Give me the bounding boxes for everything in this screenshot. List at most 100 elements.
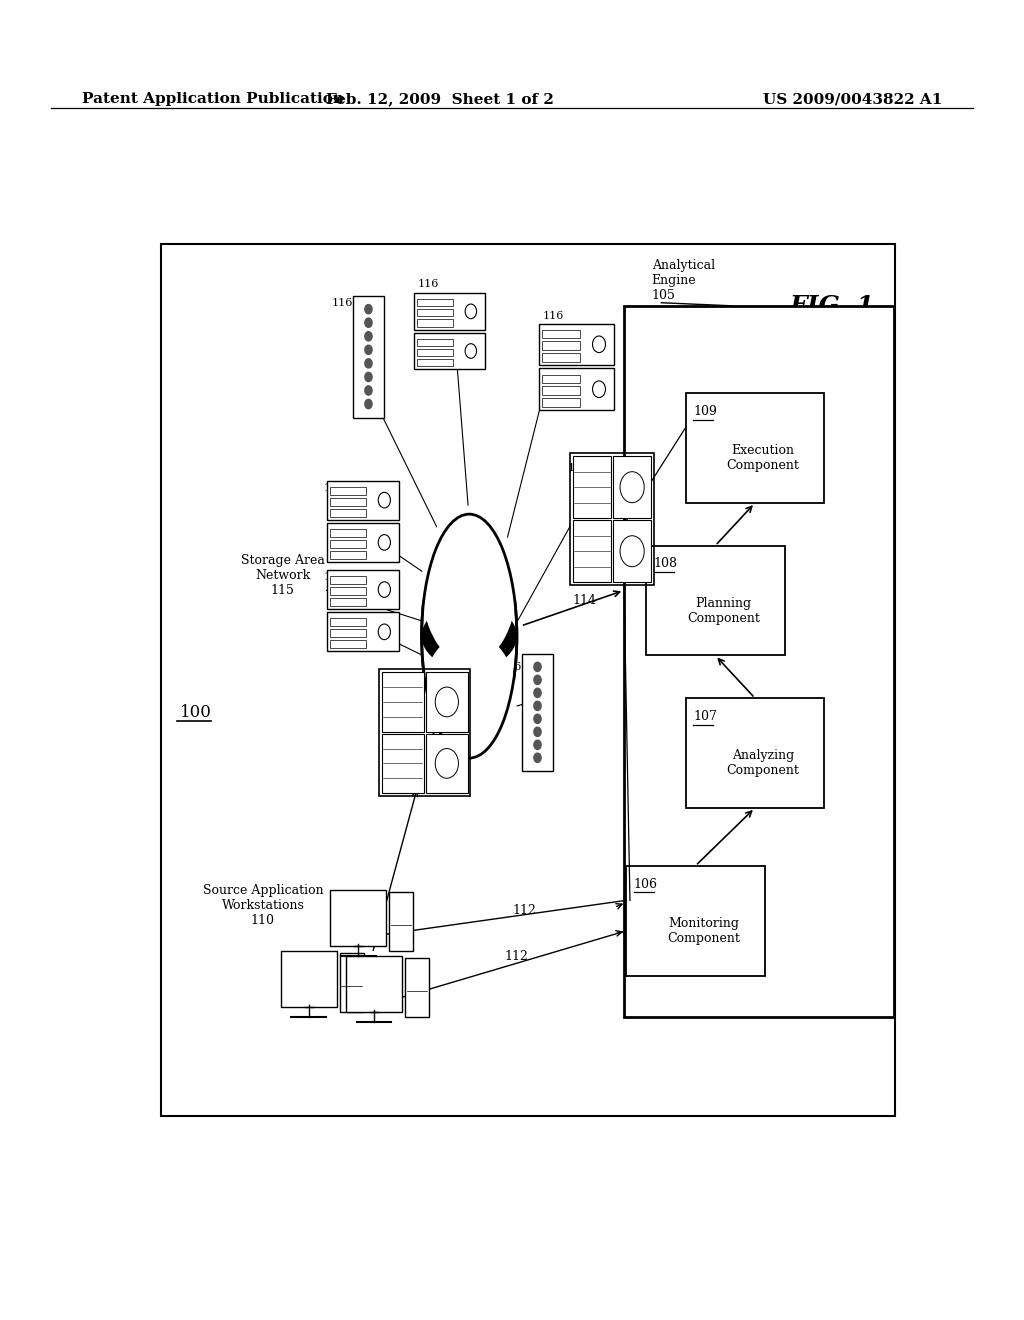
Bar xyxy=(331,890,386,946)
Bar xyxy=(426,734,468,793)
Text: Source Application
Workstations
110: Source Application Workstations 110 xyxy=(203,884,324,927)
Bar xyxy=(542,399,581,407)
Text: 116: 116 xyxy=(324,572,345,582)
Bar xyxy=(331,529,367,537)
Text: Analytical
Engine
105: Analytical Engine 105 xyxy=(652,259,715,302)
Bar xyxy=(328,570,398,609)
Bar xyxy=(613,457,651,519)
Bar xyxy=(331,508,367,516)
Ellipse shape xyxy=(422,506,517,664)
Circle shape xyxy=(621,471,644,503)
Text: FIG. 1: FIG. 1 xyxy=(790,294,873,318)
Bar xyxy=(389,892,413,952)
Bar xyxy=(542,375,581,383)
Text: Storage Area
Network
115: Storage Area Network 115 xyxy=(241,553,325,597)
Bar xyxy=(539,323,614,366)
Circle shape xyxy=(378,582,390,598)
Bar xyxy=(417,348,453,356)
Circle shape xyxy=(378,492,390,508)
Text: Planning
Component: Planning Component xyxy=(687,597,760,624)
Bar xyxy=(328,480,398,520)
Circle shape xyxy=(534,741,541,750)
Bar xyxy=(542,342,581,350)
Bar xyxy=(414,293,485,330)
Text: 116: 116 xyxy=(332,298,353,308)
Circle shape xyxy=(365,400,372,409)
Circle shape xyxy=(365,305,372,314)
Circle shape xyxy=(365,359,372,368)
Bar xyxy=(522,653,553,771)
Bar xyxy=(417,339,453,346)
Text: 116: 116 xyxy=(567,463,589,474)
Bar xyxy=(613,520,651,582)
Bar xyxy=(328,612,398,651)
Bar xyxy=(570,453,653,585)
Circle shape xyxy=(534,676,541,685)
Bar xyxy=(414,333,485,370)
Circle shape xyxy=(465,304,476,318)
Circle shape xyxy=(365,372,372,381)
Text: Monitoring
Component: Monitoring Component xyxy=(667,917,739,945)
Ellipse shape xyxy=(422,632,517,767)
Bar xyxy=(331,498,367,506)
Text: 116: 116 xyxy=(324,483,345,492)
Bar xyxy=(542,330,581,338)
Bar xyxy=(539,368,614,411)
Bar xyxy=(331,540,367,548)
Bar xyxy=(331,487,367,495)
Bar xyxy=(353,296,384,417)
Text: 106: 106 xyxy=(634,878,657,891)
Bar xyxy=(417,309,453,317)
Text: 111
I/O: 111 I/O xyxy=(454,709,477,737)
Circle shape xyxy=(365,346,372,355)
Circle shape xyxy=(365,318,372,327)
Text: Patent Application Publication: Patent Application Publication xyxy=(82,92,344,107)
Circle shape xyxy=(365,385,372,395)
Text: 116: 116 xyxy=(382,700,403,710)
Text: US 2009/0043822 A1: US 2009/0043822 A1 xyxy=(763,92,942,107)
Bar xyxy=(331,619,367,627)
Circle shape xyxy=(534,727,541,737)
Bar xyxy=(626,866,765,975)
Text: Execution
Component: Execution Component xyxy=(726,445,800,473)
Text: 107: 107 xyxy=(693,710,718,723)
Circle shape xyxy=(435,686,459,717)
Text: 116: 116 xyxy=(418,280,438,289)
Circle shape xyxy=(534,701,541,710)
Bar xyxy=(331,640,367,648)
Bar xyxy=(331,630,367,638)
Bar xyxy=(646,545,784,656)
Bar xyxy=(685,698,824,808)
Bar xyxy=(331,587,367,595)
Circle shape xyxy=(378,535,390,550)
Circle shape xyxy=(593,337,605,352)
Bar xyxy=(382,672,424,731)
Text: 116: 116 xyxy=(501,661,522,672)
Circle shape xyxy=(365,331,372,341)
Circle shape xyxy=(465,343,476,358)
Text: 112: 112 xyxy=(513,904,537,917)
Text: 109: 109 xyxy=(693,405,718,418)
Bar xyxy=(417,319,453,326)
Bar xyxy=(404,958,429,1018)
Text: 108: 108 xyxy=(653,557,678,570)
Bar xyxy=(685,393,824,503)
Bar xyxy=(417,300,453,306)
Bar xyxy=(331,598,367,606)
Ellipse shape xyxy=(422,602,517,669)
Text: 112: 112 xyxy=(505,950,528,962)
Circle shape xyxy=(534,663,541,672)
Bar xyxy=(346,956,401,1012)
Text: 100: 100 xyxy=(179,704,212,721)
Bar xyxy=(382,734,424,793)
Text: 116: 116 xyxy=(543,312,564,321)
Bar xyxy=(379,669,470,796)
Bar xyxy=(328,523,398,562)
Bar xyxy=(542,354,581,362)
Bar xyxy=(572,520,611,582)
Bar xyxy=(572,457,611,519)
Bar xyxy=(331,576,367,583)
Circle shape xyxy=(435,748,459,779)
Circle shape xyxy=(534,714,541,723)
Circle shape xyxy=(593,381,605,397)
